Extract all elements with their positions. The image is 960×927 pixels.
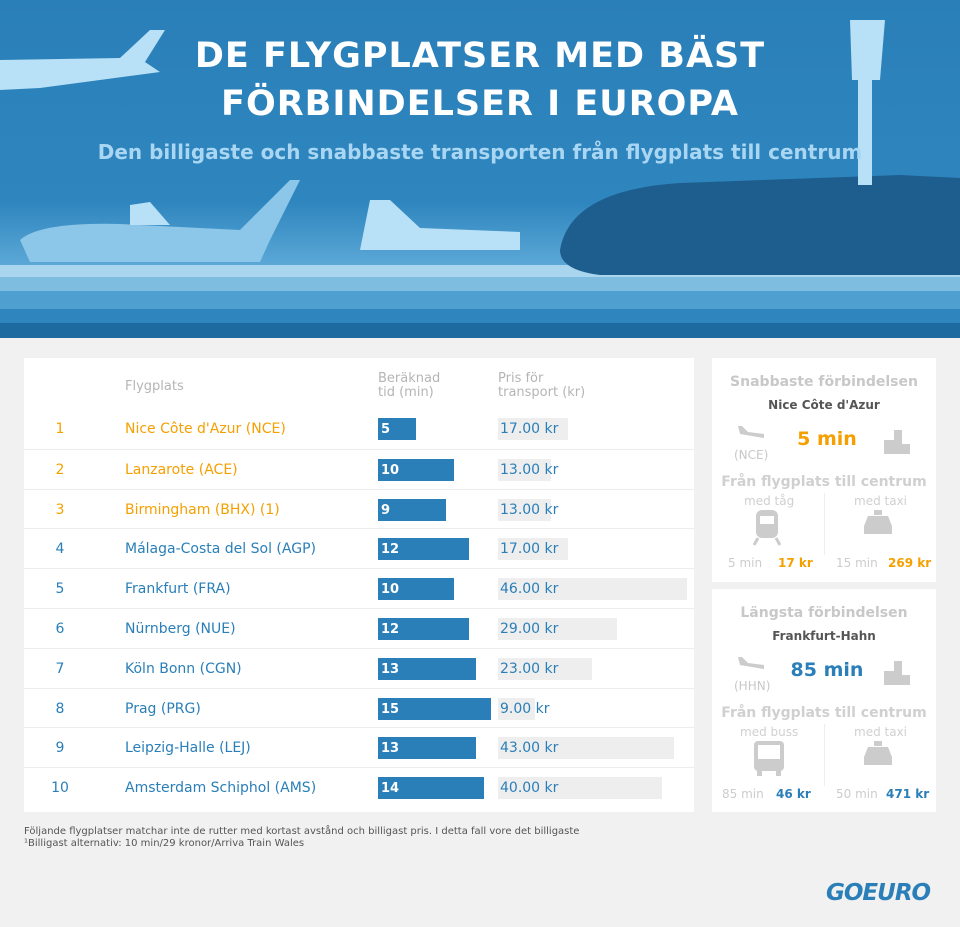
price-bar: 17.00 kr	[498, 538, 568, 561]
rank: 10	[51, 780, 69, 797]
col-airport-header: Flygplats	[125, 379, 184, 394]
longest-heading: Längsta förbindelsen	[740, 605, 908, 621]
airport-name: Prag (PRG)	[125, 700, 201, 717]
fastest-heading: Snabbaste förbindelsen	[730, 374, 918, 390]
airport-name: Leipzig-Halle (LEJ)	[125, 740, 251, 757]
table-row: 6 Nürnberg (NUE) 12 29.00 kr	[24, 608, 694, 648]
footnote-1: Följande flygplatser matchar inte de rut…	[24, 826, 580, 837]
table-row: 4 Málaga-Costa del Sol (AGP) 12 17.00 kr	[24, 528, 694, 568]
city-icon	[884, 661, 910, 685]
time-bar: 13	[378, 657, 477, 680]
time-bar: 12	[378, 618, 469, 640]
longest-sub: Från flygplats till centrum	[721, 705, 927, 721]
fastest-left-price: 17 kr	[778, 556, 813, 570]
title-line-1: DE FLYGPLATSER MED BÄST	[194, 36, 766, 76]
time-bar: 15	[378, 697, 492, 720]
time-bar: 10	[378, 458, 454, 481]
fastest-right-price: 269 kr	[888, 556, 932, 570]
time-bar: 12	[378, 538, 469, 561]
plane-icon	[560, 175, 960, 275]
airport-name: Nice Côte d'Azur (NCE)	[125, 421, 286, 437]
price-bar: 29.00 kr	[498, 618, 617, 640]
time-bar: 5	[378, 418, 416, 440]
train-icon	[752, 510, 782, 546]
fastest-sub: Från flygplats till centrum	[721, 474, 927, 490]
airport-name: Lanzarote (ACE)	[125, 461, 238, 478]
col-time-header: Beräknad tid (min)	[378, 371, 441, 400]
airport-name: Amsterdam Schiphol (AMS)	[125, 780, 317, 797]
taxi-icon	[864, 510, 892, 534]
time-bar: 13	[378, 737, 477, 760]
airport-name: Málaga-Costa del Sol (AGP)	[125, 541, 316, 558]
longest-left-price: 46 kr	[776, 787, 811, 801]
airport-illustration	[0, 20, 960, 338]
airport-name: Birmingham (BHX) (1)	[125, 501, 280, 518]
airport-table: Flygplats Beräknad tid (min) Pris för tr…	[24, 358, 694, 812]
fastest-airport: Nice Côte d'Azur	[768, 398, 880, 412]
longest-left-mode: med buss	[740, 725, 799, 739]
longest-right-mode: med taxi	[854, 725, 907, 739]
longest-right-price: 471 kr	[886, 787, 930, 801]
rank: 7	[55, 660, 65, 677]
longest-code: (HHN)	[734, 679, 771, 693]
title-line-2: FÖRBINDELSER I EUROPA	[221, 84, 739, 124]
price-bar: 23.00 kr	[498, 657, 593, 680]
taxi-icon	[864, 741, 892, 765]
col-price-header: Pris för transport (kr)	[498, 371, 586, 400]
price-bar: 13.00 kr	[498, 498, 558, 521]
table-row: 2 Lanzarote (ACE) 10 13.00 kr	[24, 448, 694, 489]
airport-name: Nürnberg (NUE)	[125, 621, 236, 637]
longest-right-time: 50 min	[836, 787, 878, 801]
fastest-right-mode: med taxi	[854, 494, 907, 508]
tower-icon	[850, 20, 885, 185]
price-bar: 13.00 kr	[498, 458, 558, 481]
plane-landing-icon	[738, 657, 764, 669]
table-row: 7 Köln Bonn (CGN) 13 23.00 kr	[24, 647, 694, 688]
rank: 1	[55, 421, 65, 437]
fastest-card: Snabbaste förbindelsen Nice Côte d'Azur …	[712, 358, 936, 582]
city-icon	[884, 430, 910, 454]
header-banner: DE FLYGPLATSER MED BÄST FÖRBINDELSER I E…	[0, 0, 960, 338]
time-bar: 9	[378, 498, 446, 521]
rank: 2	[55, 461, 65, 478]
time-bar: 14	[378, 777, 484, 800]
plane-icon	[0, 30, 165, 90]
airport-name: Frankfurt (FRA)	[125, 581, 231, 598]
fastest-left-time: 5 min	[728, 556, 763, 570]
rank: 3	[55, 501, 65, 518]
table-row: 1 Nice Côte d'Azur (NCE) 5 17.00 kr	[24, 409, 694, 449]
price-bar: 43.00 kr	[498, 737, 675, 760]
table-row: 3 Birmingham (BHX) (1) 9 13.00 kr	[24, 488, 694, 529]
rank: 4	[55, 541, 65, 558]
price-bar: 40.00 kr	[498, 777, 662, 800]
rank: 6	[55, 621, 65, 637]
time-bar: 10	[378, 578, 454, 601]
rank: 8	[55, 700, 65, 717]
footnote-2: ¹Billigast alternativ: 10 min/29 kronor/…	[24, 838, 305, 849]
price-bar: 17.00 kr	[498, 418, 568, 440]
rank: 9	[55, 740, 65, 757]
table-row: 8 Prag (PRG) 15 9.00 kr	[24, 687, 694, 728]
plane-landing-icon	[738, 426, 764, 438]
longest-airport: Frankfurt-Hahn	[772, 629, 876, 643]
fastest-left-mode: med tåg	[744, 494, 795, 508]
table-row: 10 Amsterdam Schiphol (AMS) 14 40.00 kr	[24, 767, 694, 807]
fastest-code: (NCE)	[734, 448, 769, 462]
subtitle: Den billigaste och snabbaste transporten…	[97, 140, 863, 164]
longest-left-time: 85 min	[722, 787, 764, 801]
price-bar: 46.00 kr	[498, 578, 687, 601]
plane-icon	[20, 180, 300, 262]
goeuro-logo: GOEURO	[826, 880, 931, 906]
longest-duration: 85 min	[790, 659, 864, 681]
fastest-duration: 5 min	[797, 428, 857, 450]
price-bar: 9.00 kr	[498, 697, 550, 720]
fastest-right-time: 15 min	[836, 556, 878, 570]
table-row: 5 Frankfurt (FRA) 10 46.00 kr	[24, 568, 694, 608]
table-row: 9 Leipzig-Halle (LEJ) 13 43.00 kr	[24, 727, 694, 767]
airport-name: Köln Bonn (CGN)	[125, 660, 242, 677]
bus-icon	[754, 741, 784, 776]
longest-card: Längsta förbindelsen Frankfurt-Hahn (HHN…	[712, 589, 936, 812]
rank: 5	[55, 581, 65, 598]
